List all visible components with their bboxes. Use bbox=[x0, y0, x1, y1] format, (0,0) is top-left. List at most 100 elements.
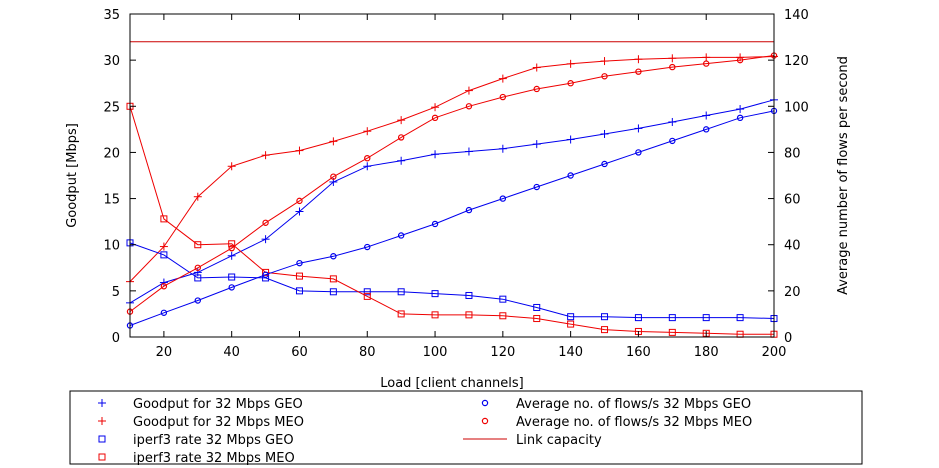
data-point bbox=[431, 311, 439, 319]
x-tick-label: 100 bbox=[423, 345, 448, 360]
y2-tick-label: 60 bbox=[784, 193, 801, 208]
data-point bbox=[567, 313, 575, 321]
y-tick-label: 5 bbox=[112, 285, 120, 300]
series-2 bbox=[126, 239, 778, 323]
data-point bbox=[702, 53, 711, 62]
data-point bbox=[634, 124, 643, 133]
legend-label: Link capacity bbox=[516, 433, 602, 448]
data-point bbox=[600, 129, 609, 138]
data-point bbox=[499, 93, 507, 101]
data-point bbox=[703, 126, 710, 133]
data-point bbox=[194, 297, 201, 304]
data-point bbox=[261, 151, 270, 160]
data-point bbox=[227, 162, 236, 171]
y-tick-label: 20 bbox=[103, 146, 120, 161]
x-tick-label: 160 bbox=[626, 345, 651, 360]
data-point bbox=[261, 235, 270, 244]
legend-label: Average no. of flows/s 32 Mbps GEO bbox=[516, 397, 751, 412]
legend-item: Goodput for 32 Mbps MEO bbox=[98, 415, 304, 430]
data-point bbox=[193, 192, 202, 201]
data-point bbox=[330, 173, 337, 180]
data-point bbox=[464, 86, 473, 95]
series-line bbox=[129, 99, 775, 304]
data-point bbox=[736, 56, 744, 64]
data-point bbox=[465, 103, 473, 110]
x-tick-label: 120 bbox=[490, 345, 515, 360]
data-point bbox=[160, 251, 168, 259]
series-5 bbox=[126, 52, 778, 315]
data-point bbox=[159, 278, 168, 287]
data-point bbox=[397, 116, 406, 125]
data-point bbox=[329, 275, 337, 283]
data-point bbox=[228, 240, 236, 248]
data-point bbox=[668, 54, 677, 63]
legend-marker bbox=[98, 417, 106, 425]
data-point bbox=[228, 244, 235, 252]
data-point bbox=[736, 314, 744, 322]
data-point bbox=[431, 220, 439, 228]
data-point bbox=[262, 271, 269, 278]
data-point bbox=[397, 134, 405, 141]
data-point bbox=[364, 243, 371, 251]
data-point bbox=[431, 290, 439, 298]
legend-label: iperf3 rate 32 Mbps GEO bbox=[133, 433, 294, 448]
data-point bbox=[703, 60, 710, 67]
y2-tick-label: 40 bbox=[784, 239, 801, 254]
data-point bbox=[464, 147, 473, 156]
data-point bbox=[601, 313, 609, 321]
legend-marker bbox=[98, 453, 106, 461]
data-point bbox=[329, 288, 337, 296]
data-point bbox=[364, 154, 371, 162]
data-point bbox=[160, 215, 168, 223]
data-point bbox=[228, 284, 235, 291]
data-point bbox=[465, 291, 473, 299]
y2-axis-label: Average number of flows per second bbox=[836, 56, 851, 295]
data-point bbox=[296, 197, 303, 205]
legend-marker bbox=[98, 399, 106, 407]
data-point bbox=[601, 326, 609, 334]
series-line bbox=[129, 56, 775, 282]
data-point bbox=[194, 274, 202, 282]
x-tick-label: 200 bbox=[762, 345, 787, 360]
data-point bbox=[227, 251, 236, 260]
data-point bbox=[498, 144, 507, 153]
legend-item: Average no. of flows/s 32 Mbps GEO bbox=[481, 397, 751, 412]
data-point bbox=[397, 156, 406, 165]
y2-tick-label: 100 bbox=[784, 100, 809, 115]
legend-marker bbox=[98, 435, 106, 443]
series-1 bbox=[126, 52, 778, 286]
legend: Goodput for 32 Mbps GEO Goodput for 32 Mb… bbox=[69, 390, 863, 466]
y2-tick-label: 80 bbox=[784, 146, 801, 161]
legend-item: Goodput for 32 Mbps GEO bbox=[98, 397, 303, 412]
data-point bbox=[295, 272, 303, 280]
data-point bbox=[669, 63, 676, 71]
x-tick-label: 140 bbox=[558, 345, 583, 360]
data-point bbox=[363, 292, 371, 300]
x-tick-label: 180 bbox=[694, 345, 719, 360]
y-axis-label: Goodput [Mbps] bbox=[65, 123, 80, 228]
data-point bbox=[533, 183, 540, 191]
data-point bbox=[431, 103, 440, 112]
y2-tick-label: 140 bbox=[784, 8, 809, 23]
data-point bbox=[702, 314, 710, 322]
x-tick-label: 20 bbox=[156, 345, 173, 360]
data-point bbox=[159, 242, 168, 251]
chart-axes: 20 40 60 80 100 120 140 160 180 20005101520253035… bbox=[103, 8, 808, 360]
series-4 bbox=[126, 107, 778, 329]
data-point bbox=[567, 320, 575, 328]
data-point bbox=[736, 105, 745, 114]
series-0 bbox=[126, 95, 778, 307]
data-point bbox=[668, 117, 677, 126]
data-point bbox=[702, 111, 711, 120]
chart-marks bbox=[126, 41, 778, 338]
plot-frame bbox=[129, 13, 775, 338]
legend-marker bbox=[481, 417, 489, 425]
data-point bbox=[669, 137, 676, 145]
data-point bbox=[160, 283, 168, 290]
y-tick-label: 15 bbox=[103, 193, 120, 208]
legend-item: iperf3 rate 32 Mbps GEO bbox=[98, 433, 294, 448]
data-point bbox=[736, 114, 744, 122]
y2-tick-label: 20 bbox=[784, 285, 801, 300]
y2-tick-label: 120 bbox=[784, 54, 809, 69]
